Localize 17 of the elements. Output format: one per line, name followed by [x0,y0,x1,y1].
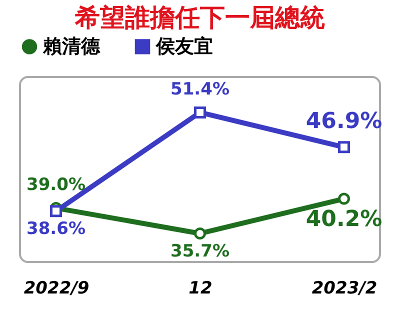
point [338,141,350,154]
data-label: 40.2% [306,206,382,232]
data-label: 35.7% [170,241,230,262]
data-label: 46.9% [306,109,382,134]
x-tick-label: 2023/2 [312,278,378,298]
data-label: 38.6% [26,219,86,240]
data-label: 39.0% [26,175,86,196]
x-tick-label: 12 [188,278,212,298]
point [194,227,206,240]
point [338,192,350,205]
chart-title: 希望誰擔任下一屆總統 [74,3,325,32]
legend-label: 侯友宜 [155,36,213,58]
point [50,205,62,218]
data-label: 51.4% [170,79,230,100]
point [194,106,206,118]
legend-label: 賴清德 [42,36,101,58]
x-tick-label: 2022/9 [24,278,90,298]
